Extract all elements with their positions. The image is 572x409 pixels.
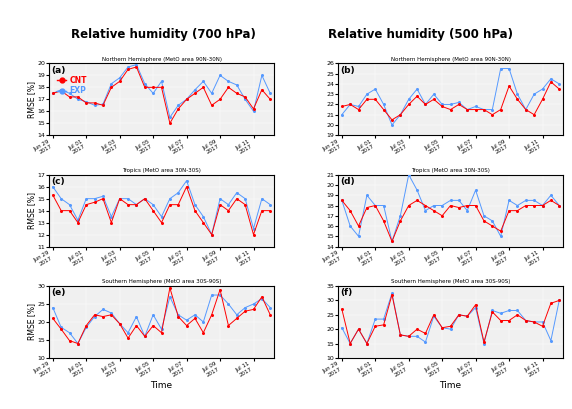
Text: (c): (c) xyxy=(51,177,65,186)
Text: Relative humidity (500 hPa): Relative humidity (500 hPa) xyxy=(328,28,513,41)
Legend: CNT, EXP: CNT, EXP xyxy=(57,76,87,95)
X-axis label: Time: Time xyxy=(439,381,462,390)
Title: Southern Hemisphere (MetO area 30S-90S): Southern Hemisphere (MetO area 30S-90S) xyxy=(391,279,510,284)
Y-axis label: RMSE [%]: RMSE [%] xyxy=(27,303,36,340)
Text: (b): (b) xyxy=(340,65,355,74)
Text: (e): (e) xyxy=(51,288,65,297)
Title: Tropics (MetO area 30N-30S): Tropics (MetO area 30N-30S) xyxy=(411,168,490,173)
Text: (d): (d) xyxy=(340,177,355,186)
Y-axis label: RMSE [%]: RMSE [%] xyxy=(27,192,36,229)
Title: Northern Hemisphere (MetO area 90N-30N): Northern Hemisphere (MetO area 90N-30N) xyxy=(391,56,511,62)
Title: Southern Hemisphere (MetO area 30S-90S): Southern Hemisphere (MetO area 30S-90S) xyxy=(102,279,221,284)
Title: Northern Hemisphere (MetO area 90N-30N): Northern Hemisphere (MetO area 90N-30N) xyxy=(101,56,221,62)
Title: Tropics (MetO area 30N-30S): Tropics (MetO area 30N-30S) xyxy=(122,168,201,173)
Text: Relative humidity (700 hPa): Relative humidity (700 hPa) xyxy=(70,28,256,41)
Text: (a): (a) xyxy=(51,65,65,74)
X-axis label: Time: Time xyxy=(150,381,173,390)
Text: (f): (f) xyxy=(340,288,352,297)
Y-axis label: RMSE [%]: RMSE [%] xyxy=(27,81,36,118)
